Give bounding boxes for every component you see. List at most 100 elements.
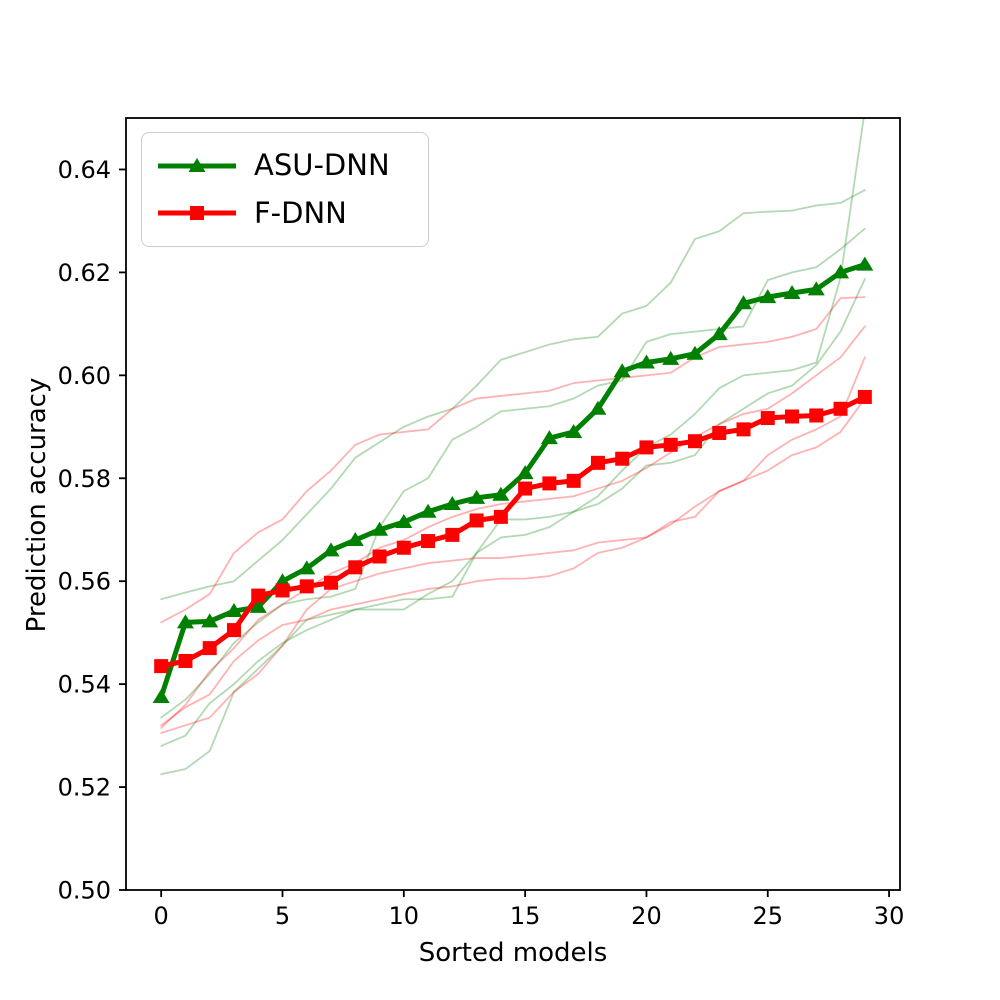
legend-entry-asu-dnn: ASU-DNN: [156, 151, 428, 180]
f-dnn-marker: [178, 653, 193, 668]
asu-dnn-marker: [783, 284, 801, 299]
f-dnn-marker: [226, 623, 241, 638]
asu-dnn-marker: [346, 532, 364, 547]
y-tick-label-0.58: 0.58: [58, 465, 111, 493]
f-dnn-marker: [566, 473, 581, 488]
f-dnn-marker: [493, 509, 508, 524]
f-dnn-marker: [518, 481, 533, 496]
f-dnn-marker: [542, 476, 557, 491]
x-tick-label-0: 0: [154, 902, 169, 930]
x-tick-label-30: 30: [874, 902, 905, 930]
f-dnn-marker: [833, 401, 848, 416]
asu-dnn-marker: [492, 486, 510, 501]
asu-dnn-marker: [298, 560, 316, 575]
f-dnn-marker: [251, 588, 266, 603]
f-dnn-marker: [615, 451, 630, 466]
f-dnn-marker: [396, 540, 411, 555]
f-dnn-marker: [421, 534, 436, 549]
asu-dnn-marker: [832, 264, 850, 279]
asu-dnn-marker: [322, 542, 340, 557]
series-line-run-green-2: [160, 227, 866, 719]
f-dnn-marker: [590, 455, 605, 470]
f-dnn-marker: [324, 575, 339, 590]
asu-dnn-marker: [613, 363, 631, 378]
f-dnn-marker: [469, 513, 484, 528]
y-tick-label-0.50: 0.50: [58, 877, 111, 905]
series-run-green-3: [160, 278, 866, 747]
series-line-run-red-1: [160, 296, 866, 624]
series-run-green-4: [160, 118, 865, 776]
f-dnn-marker: [372, 549, 387, 564]
x-tick-label-25: 25: [752, 902, 783, 930]
series-run-green-2: [160, 227, 866, 719]
plot-border: [125, 117, 901, 891]
asu-dnn-line-sample-icon: [158, 157, 236, 172]
f-dnn-marker: [445, 527, 460, 542]
x-tick-label-5: 5: [275, 902, 290, 930]
asu-dnn-marker: [225, 603, 243, 618]
asu-dnn-marker: [201, 613, 219, 628]
asu-dnn-marker: [249, 598, 267, 613]
f-dnn-marker: [687, 434, 702, 449]
series-run-red-1: [160, 296, 866, 624]
legend-label-f-dnn: F-DNN: [254, 195, 347, 230]
asu-dnn-marker: [443, 496, 461, 510]
series-run-red-4: [160, 397, 866, 727]
y-tick-label-0.64: 0.64: [58, 156, 111, 184]
asu-dnn-marker: [395, 514, 413, 529]
f-dnn-marker: [785, 409, 800, 424]
y-tick-label-0.60: 0.60: [58, 362, 111, 390]
f-dnn-marker: [760, 411, 775, 426]
asu-dnn-marker: [565, 423, 583, 438]
x-tick-label-20: 20: [631, 902, 662, 930]
asu-dnn-marker: [686, 345, 704, 360]
f-dnn-marker: [712, 425, 727, 440]
x-tick-label-15: 15: [510, 902, 541, 930]
series-line-asu-dnn: [158, 262, 868, 700]
f-dnn-marker: [736, 422, 751, 437]
f-dnn-marker: [299, 579, 314, 594]
asu-dnn-marker: [468, 489, 486, 504]
y-tick-label-0.62: 0.62: [58, 259, 111, 287]
asu-dnn-marker: [710, 326, 728, 341]
x-axis-label: Sorted models: [418, 938, 608, 968]
f-dnn-line-sample-icon: [158, 206, 236, 221]
y-tick-label-0.56: 0.56: [58, 568, 111, 596]
asu-dnn-marker: [759, 289, 777, 304]
f-dnn-marker: [663, 437, 678, 452]
y-axis-label: Prediction accuracy: [22, 377, 52, 633]
legend-entry-f-dnn: F-DNN: [156, 195, 428, 230]
legend: ASU-DNN F-DNN: [141, 132, 429, 247]
f-dnn-marker: [348, 560, 363, 575]
asu-dnn-marker: [856, 256, 874, 271]
asu-dnn-marker: [152, 689, 170, 703]
asu-dnn-marker: [589, 400, 607, 415]
f-dnn-marker: [154, 659, 169, 674]
asu-dnn-marker: [735, 295, 753, 310]
x-tick-label-10: 10: [389, 902, 420, 930]
f-dnn-marker: [857, 389, 872, 404]
f-dnn-marker: [202, 641, 217, 656]
series-f-dnn: [154, 389, 872, 674]
y-tick-label-0.52: 0.52: [58, 774, 111, 802]
series-line-f-dnn: [158, 394, 868, 669]
series-line-run-green-3: [160, 278, 866, 747]
series-run-green-1: [160, 189, 866, 601]
y-tick-label-0.54: 0.54: [58, 671, 111, 699]
series-asu-dnn: [152, 256, 874, 703]
series-line-run-red-3: [160, 356, 866, 734]
asu-dnn-marker: [807, 281, 825, 296]
series-line-run-green-4: [160, 118, 865, 776]
legend-label-asu-dnn: ASU-DNN: [254, 148, 390, 183]
series-run-red-3: [160, 356, 866, 734]
asu-dnn-marker: [662, 350, 680, 365]
asu-dnn-marker: [637, 354, 655, 369]
series-line-run-red-4: [160, 397, 866, 727]
asu-dnn-marker: [176, 614, 194, 629]
f-dnn-marker: [275, 583, 290, 598]
f-dnn-marker: [639, 440, 654, 455]
f-dnn-marker: [809, 408, 824, 423]
asu-dnn-marker: [516, 465, 534, 480]
